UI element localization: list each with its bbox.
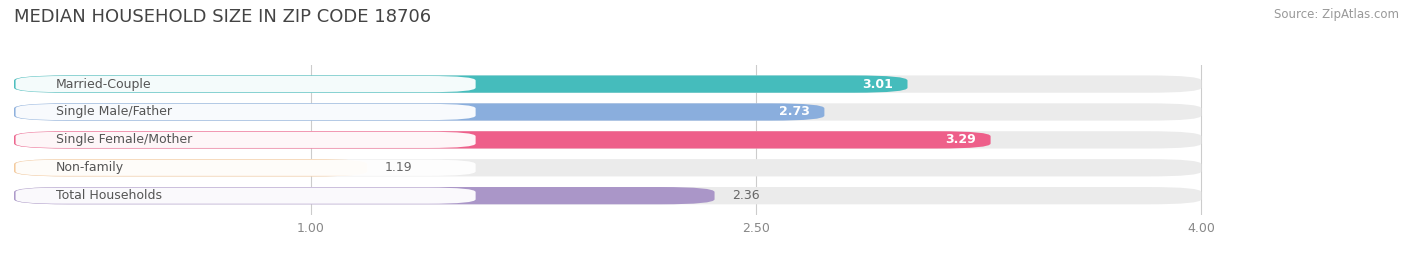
Text: Single Female/Mother: Single Female/Mother <box>56 133 191 146</box>
Text: Total Households: Total Households <box>56 189 162 202</box>
Text: Single Male/Father: Single Male/Father <box>56 105 172 118</box>
FancyBboxPatch shape <box>14 75 907 93</box>
Text: Source: ZipAtlas.com: Source: ZipAtlas.com <box>1274 8 1399 21</box>
FancyBboxPatch shape <box>14 103 824 121</box>
FancyBboxPatch shape <box>14 103 1201 121</box>
FancyBboxPatch shape <box>15 76 475 92</box>
FancyBboxPatch shape <box>15 132 475 148</box>
Text: 2.36: 2.36 <box>733 189 761 202</box>
Text: Married-Couple: Married-Couple <box>56 77 152 91</box>
FancyBboxPatch shape <box>14 159 1201 176</box>
FancyBboxPatch shape <box>15 160 475 176</box>
FancyBboxPatch shape <box>14 131 991 148</box>
FancyBboxPatch shape <box>14 187 714 204</box>
FancyBboxPatch shape <box>15 187 475 204</box>
FancyBboxPatch shape <box>14 187 1201 204</box>
FancyBboxPatch shape <box>14 159 367 176</box>
Text: 3.29: 3.29 <box>945 133 976 146</box>
FancyBboxPatch shape <box>14 131 1201 148</box>
Text: Non-family: Non-family <box>56 161 124 174</box>
Text: 3.01: 3.01 <box>862 77 893 91</box>
Text: 2.73: 2.73 <box>779 105 810 118</box>
Text: MEDIAN HOUSEHOLD SIZE IN ZIP CODE 18706: MEDIAN HOUSEHOLD SIZE IN ZIP CODE 18706 <box>14 8 432 26</box>
FancyBboxPatch shape <box>14 75 1201 93</box>
FancyBboxPatch shape <box>15 104 475 120</box>
Text: 1.19: 1.19 <box>385 161 413 174</box>
